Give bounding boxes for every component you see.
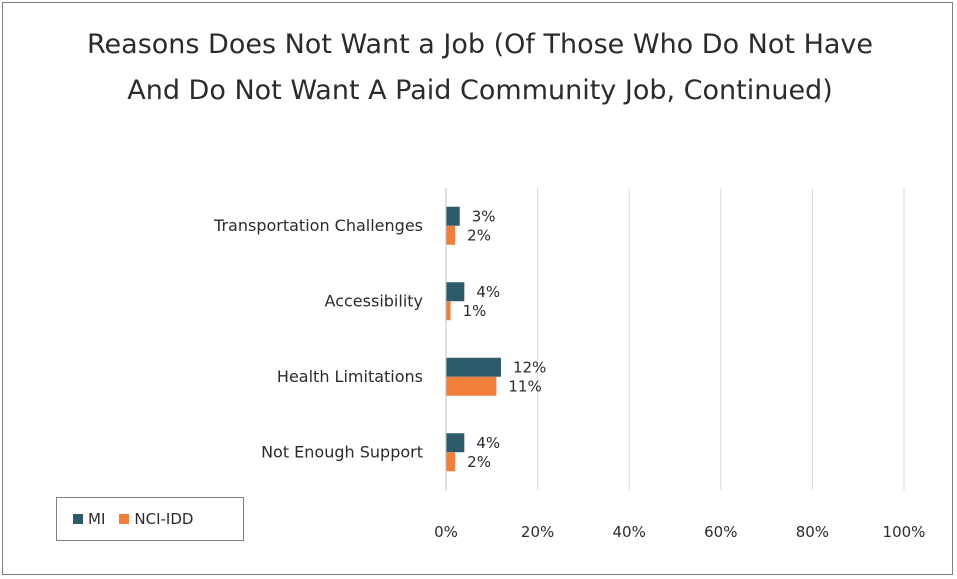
chart-title: Reasons Does Not Want a Job (Of Those Wh… [86,29,874,106]
legend-item-mi: MI [73,510,105,528]
x-tick-label: 0% [434,523,458,541]
bar-nci-idd [446,376,497,396]
bar-mi [446,206,460,226]
category-label: Health Limitations [277,367,423,386]
x-tick-label: 100% [883,523,926,541]
data-label: 11% [508,377,541,395]
x-tick-label: 60% [704,523,737,541]
data-label: 3% [472,207,496,225]
bar-mi [446,357,501,377]
bar-mi [446,282,465,302]
legend-item-nci-idd: NCI-IDD [119,510,193,528]
category-label: Not Enough Support [261,442,423,461]
legend-label-mi: MI [88,510,106,528]
data-label: 2% [467,226,491,244]
x-tick-label: 80% [796,523,829,541]
legend-label-nci-idd: NCI-IDD [134,510,194,528]
data-label: 1% [463,302,487,320]
legend-swatch-mi [73,514,83,524]
data-label: 12% [513,358,546,376]
x-tick-label: 20% [521,523,554,541]
bar-mi [446,433,465,453]
bar-nci-idd [446,452,456,472]
data-label: 2% [467,453,491,471]
data-label: 4% [476,434,500,452]
category-label: Transportation Challenges [213,216,423,235]
chart-legend: MI NCI-IDD [56,497,244,541]
data-label: 4% [476,283,500,301]
bar-nci-idd [446,301,451,321]
category-label: Accessibility [325,291,423,310]
bar-nci-idd [446,225,456,245]
legend-swatch-nci-idd [119,514,130,524]
x-tick-label: 40% [613,523,646,541]
